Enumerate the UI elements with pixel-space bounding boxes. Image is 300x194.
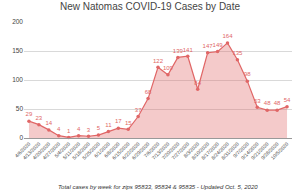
svg-text:8/17/2020: 8/17/2020: [200, 141, 220, 161]
svg-text:5: 5: [97, 125, 101, 131]
svg-text:29: 29: [26, 111, 33, 117]
svg-text:200: 200: [12, 18, 23, 25]
svg-text:14: 14: [45, 120, 52, 126]
svg-text:Total cases by week for zips 9: Total cases by week for zips 95833, 9583…: [58, 184, 258, 190]
svg-text:6/29/2020: 6/29/2020: [131, 141, 151, 161]
svg-text:84: 84: [194, 80, 201, 86]
svg-text:109: 109: [163, 65, 174, 71]
svg-text:4/20/2020: 4/20/2020: [31, 141, 51, 161]
svg-text:122: 122: [153, 58, 164, 64]
svg-text:8/31/2020: 8/31/2020: [220, 141, 240, 161]
svg-text:15: 15: [125, 120, 132, 126]
svg-text:48: 48: [274, 100, 281, 106]
svg-text:8/10/2020: 8/10/2020: [190, 141, 210, 161]
svg-text:11: 11: [105, 122, 112, 128]
svg-text:6/8/2020: 6/8/2020: [103, 141, 121, 159]
svg-text:147: 147: [203, 43, 214, 49]
svg-text:5/4/2020: 5/4/2020: [53, 141, 71, 159]
svg-text:4: 4: [57, 126, 61, 132]
svg-text:0: 0: [19, 134, 23, 141]
svg-text:6/22/2020: 6/22/2020: [121, 141, 141, 161]
svg-text:5/25/2020: 5/25/2020: [81, 141, 101, 161]
svg-text:8/3/2020: 8/3/2020: [182, 141, 200, 159]
svg-text:139: 139: [173, 48, 184, 54]
svg-text:135: 135: [232, 50, 243, 56]
svg-text:4/27/2020: 4/27/2020: [41, 141, 61, 161]
svg-text:48: 48: [264, 100, 271, 106]
svg-text:6/1/2020: 6/1/2020: [93, 141, 111, 159]
svg-text:9/14/2020: 9/14/2020: [240, 141, 260, 161]
svg-text:9/21/2020: 9/21/2020: [250, 141, 270, 161]
svg-text:6/15/2020: 6/15/2020: [111, 141, 131, 161]
svg-text:7/27/2020: 7/27/2020: [170, 141, 190, 161]
svg-text:4: 4: [77, 126, 81, 132]
svg-text:100: 100: [12, 76, 23, 83]
svg-text:164: 164: [222, 33, 233, 39]
svg-text:7/20/2020: 7/20/2020: [160, 141, 180, 161]
svg-text:9/28/2020: 9/28/2020: [260, 141, 280, 161]
svg-text:23: 23: [36, 115, 43, 121]
svg-text:141: 141: [183, 47, 194, 53]
svg-text:68: 68: [145, 89, 152, 95]
svg-text:150: 150: [12, 47, 23, 54]
svg-text:7/6/2020: 7/6/2020: [142, 141, 160, 159]
svg-text:98: 98: [244, 71, 251, 77]
svg-text:53: 53: [254, 98, 261, 104]
svg-text:3: 3: [87, 127, 91, 133]
svg-text:37: 37: [135, 107, 142, 113]
svg-text:New Natomas COVID-19 Cases by: New Natomas COVID-19 Cases by Date: [60, 1, 241, 12]
svg-text:5/18/2020: 5/18/2020: [71, 141, 91, 161]
svg-text:50: 50: [16, 105, 24, 112]
svg-text:7/13/2020: 7/13/2020: [150, 141, 170, 161]
svg-text:149: 149: [213, 42, 224, 48]
svg-text:10/5/2020: 10/5/2020: [270, 141, 290, 161]
svg-text:8/24/2020: 8/24/2020: [210, 141, 230, 161]
svg-text:4/13/2020: 4/13/2020: [21, 141, 41, 161]
svg-text:17: 17: [115, 118, 122, 124]
svg-text:9/7/2020: 9/7/2020: [232, 141, 250, 159]
svg-text:54: 54: [284, 97, 291, 103]
svg-text:5/11/2020: 5/11/2020: [61, 141, 81, 161]
svg-text:1: 1: [67, 128, 71, 134]
svg-text:4/6/2020: 4/6/2020: [13, 141, 31, 159]
